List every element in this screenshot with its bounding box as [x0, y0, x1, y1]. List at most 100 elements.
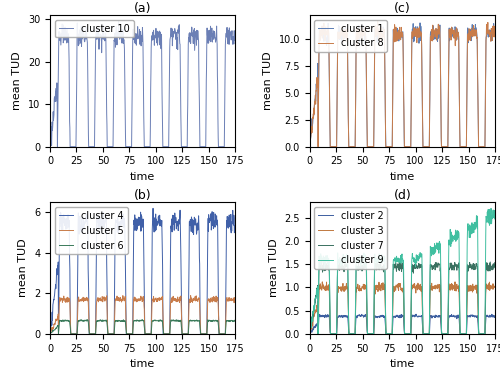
Line: cluster 5: cluster 5: [50, 296, 235, 334]
X-axis label: time: time: [390, 359, 415, 369]
cluster 9: [359, 262, 365, 266]
cluster 7: [451, 268, 457, 272]
Line: cluster 8: cluster 8: [310, 21, 494, 147]
cluster 6: [47, 332, 53, 336]
cluster 4: [169, 220, 175, 224]
cluster 5: [99, 294, 105, 299]
cluster 6: [214, 319, 220, 324]
cluster 6: [92, 332, 98, 336]
cluster 4: [99, 223, 105, 228]
cluster 4: [92, 332, 98, 336]
cluster 8: [306, 144, 312, 149]
cluster 8: [492, 26, 498, 30]
cluster 4: [47, 332, 53, 336]
cluster 8: [359, 26, 365, 31]
cluster 7: [474, 262, 480, 266]
Y-axis label: mean TUD: mean TUD: [269, 239, 279, 297]
cluster 2: [492, 315, 498, 319]
cluster 8: [474, 36, 480, 40]
cluster 5: [232, 298, 238, 302]
cluster 5: [47, 332, 53, 336]
cluster 1: [359, 30, 365, 34]
cluster 10: [99, 35, 105, 39]
cluster 6: [84, 317, 90, 322]
cluster 10: [169, 34, 175, 39]
cluster 2: [428, 313, 434, 318]
Line: cluster 4: cluster 4: [50, 209, 235, 334]
Y-axis label: mean TUD: mean TUD: [12, 52, 22, 110]
cluster 2: [474, 315, 480, 320]
Line: cluster 10: cluster 10: [50, 21, 235, 147]
cluster 5: [192, 298, 198, 302]
cluster 1: [492, 31, 498, 35]
cluster 1: [451, 36, 457, 40]
cluster 9: [306, 332, 312, 336]
cluster 10: [92, 66, 98, 70]
cluster 8: [352, 144, 358, 149]
cluster 7: [359, 269, 365, 273]
cluster 8: [365, 144, 371, 149]
cluster 5: [120, 293, 126, 298]
Line: cluster 6: cluster 6: [50, 319, 235, 334]
Line: cluster 1: cluster 1: [310, 23, 494, 147]
cluster 9: [488, 206, 494, 211]
cluster 3: [306, 332, 312, 336]
cluster 7: [306, 332, 312, 336]
cluster 10: [232, 29, 238, 33]
X-axis label: time: time: [390, 172, 415, 182]
cluster 7: [352, 332, 358, 336]
cluster 3: [474, 291, 480, 295]
cluster 10: [214, 42, 220, 47]
X-axis label: time: time: [130, 172, 156, 182]
cluster 1: [428, 29, 434, 33]
cluster 9: [474, 213, 480, 218]
cluster 8: [428, 27, 434, 32]
Line: cluster 9: cluster 9: [310, 209, 494, 334]
cluster 5: [169, 300, 175, 305]
cluster 6: [100, 319, 105, 324]
cluster 4: [232, 223, 238, 228]
Legend: cluster 1, cluster 8: cluster 1, cluster 8: [314, 20, 387, 52]
cluster 4: [192, 215, 198, 220]
X-axis label: time: time: [130, 359, 156, 369]
cluster 3: [492, 284, 498, 289]
cluster 1: [352, 144, 358, 149]
cluster 1: [474, 30, 480, 35]
cluster 3: [450, 286, 456, 290]
cluster 3: [365, 332, 371, 336]
cluster 3: [452, 280, 458, 284]
cluster 9: [450, 235, 456, 240]
cluster 9: [365, 332, 371, 336]
cluster 4: [106, 332, 112, 336]
cluster 2: [413, 312, 419, 316]
cluster 10: [116, 19, 121, 23]
Title: (d): (d): [394, 189, 411, 202]
Y-axis label: mean TUD: mean TUD: [18, 239, 28, 297]
cluster 6: [232, 318, 238, 323]
Title: (b): (b): [134, 189, 152, 202]
Title: (c): (c): [394, 2, 410, 15]
cluster 2: [359, 312, 365, 316]
cluster 8: [451, 28, 457, 33]
cluster 6: [106, 332, 112, 336]
cluster 9: [492, 217, 498, 221]
cluster 2: [365, 332, 371, 336]
Line: cluster 3: cluster 3: [310, 282, 494, 334]
cluster 2: [451, 314, 457, 318]
cluster 6: [192, 318, 198, 322]
cluster 3: [352, 332, 358, 336]
cluster 1: [306, 144, 312, 149]
cluster 9: [428, 246, 434, 250]
cluster 10: [47, 144, 53, 149]
cluster 7: [428, 264, 434, 269]
Legend: cluster 2, cluster 3, cluster 7, cluster 9: cluster 2, cluster 3, cluster 7, cluster…: [314, 207, 388, 269]
cluster 5: [214, 297, 220, 302]
Legend: cluster 10: cluster 10: [55, 20, 134, 37]
cluster 8: [374, 19, 380, 23]
Line: cluster 2: cluster 2: [310, 314, 494, 334]
Y-axis label: mean TUD: mean TUD: [263, 52, 273, 110]
cluster 6: [169, 319, 175, 323]
cluster 4: [214, 222, 220, 227]
Legend: cluster 4, cluster 5, cluster 6: cluster 4, cluster 5, cluster 6: [55, 207, 128, 255]
cluster 2: [306, 332, 312, 336]
